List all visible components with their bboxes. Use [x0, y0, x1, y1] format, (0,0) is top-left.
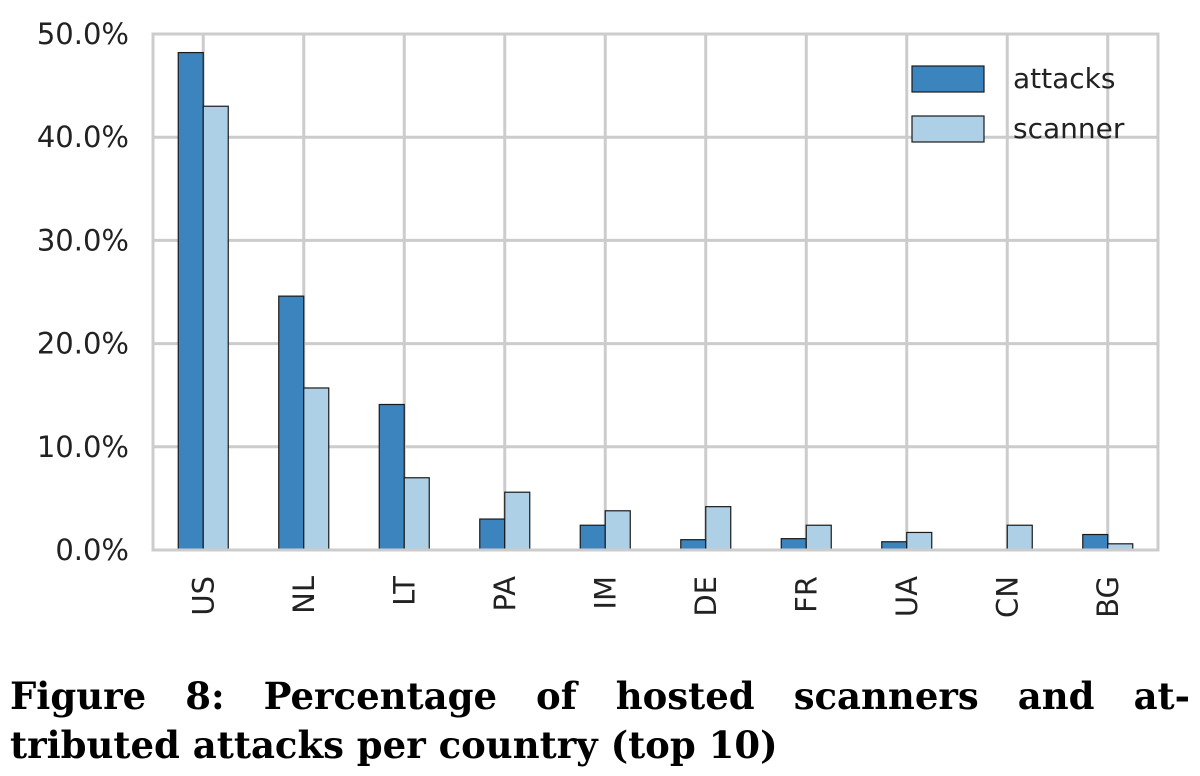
bar-attacks-IM	[579, 524, 606, 551]
bar-attacks-FR	[780, 538, 807, 551]
bar-scanner-LT	[403, 477, 430, 551]
caption-line-1: Figure 8: Percentage of hosted scanners …	[10, 674, 1190, 718]
bar-scanner-FR	[805, 524, 832, 551]
x-tick-label: IM	[588, 576, 622, 610]
bar-scanner-US	[202, 105, 229, 551]
bar-scanner-IM	[604, 510, 631, 551]
x-tick-label: LT	[387, 576, 421, 606]
y-tick-label: 50.0%	[37, 17, 129, 51]
y-tick-label: 20.0%	[37, 327, 129, 361]
legend-swatch-scanner	[911, 115, 985, 143]
bar-attacks-DE	[680, 539, 707, 551]
y-tick-label: 30.0%	[37, 223, 129, 257]
bar-attacks-BG	[1082, 533, 1109, 551]
bar-chart: 0.0% 10.0% 20.0% 30.0% 40.0% 50.0% US NL LT PA IM…	[37, 17, 1160, 618]
x-tick-label: DE	[689, 576, 723, 617]
y-tick-label: 0.0%	[55, 533, 129, 567]
caption-line-2: tributed attacks per country (top 10)	[10, 723, 778, 767]
bar-attacks-US	[177, 51, 204, 551]
bars	[177, 51, 1134, 551]
x-tick-label: US	[186, 576, 220, 616]
bar-scanner-NL	[303, 387, 330, 551]
legend-swatch-attacks	[911, 65, 985, 93]
plot-frame	[151, 32, 1160, 552]
x-tick-label: PA	[488, 576, 522, 612]
x-tick-label: BG	[1091, 576, 1125, 618]
bar-attacks-NL	[278, 295, 305, 551]
legend-label-scanner: scanner	[1013, 112, 1125, 145]
x-tick-label: FR	[789, 576, 823, 613]
x-tick-label: NL	[287, 576, 321, 614]
bar-scanner-PA	[504, 491, 531, 551]
y-tick-label: 10.0%	[37, 430, 129, 464]
bar-scanner-DE	[705, 506, 732, 551]
bar-attacks-LT	[378, 403, 405, 551]
legend-label-attacks: attacks	[1013, 62, 1115, 95]
x-tick-label: CN	[990, 576, 1024, 618]
y-tick-label: 40.0%	[37, 120, 129, 154]
x-tick-label: UA	[890, 576, 924, 617]
bar-attacks-PA	[479, 518, 506, 551]
bar-scanner-CN	[1006, 524, 1033, 551]
bar-scanner-UA	[906, 531, 933, 551]
figure-caption: Figure 8: Percentage of hosted scanners …	[10, 672, 1190, 770]
legend: attacks scanner	[911, 62, 1125, 145]
x-axis-ticks: US NL LT PA IM DE FR UA CN BG	[186, 576, 1125, 618]
y-axis-ticks: 0.0% 10.0% 20.0% 30.0% 40.0% 50.0%	[37, 17, 129, 567]
